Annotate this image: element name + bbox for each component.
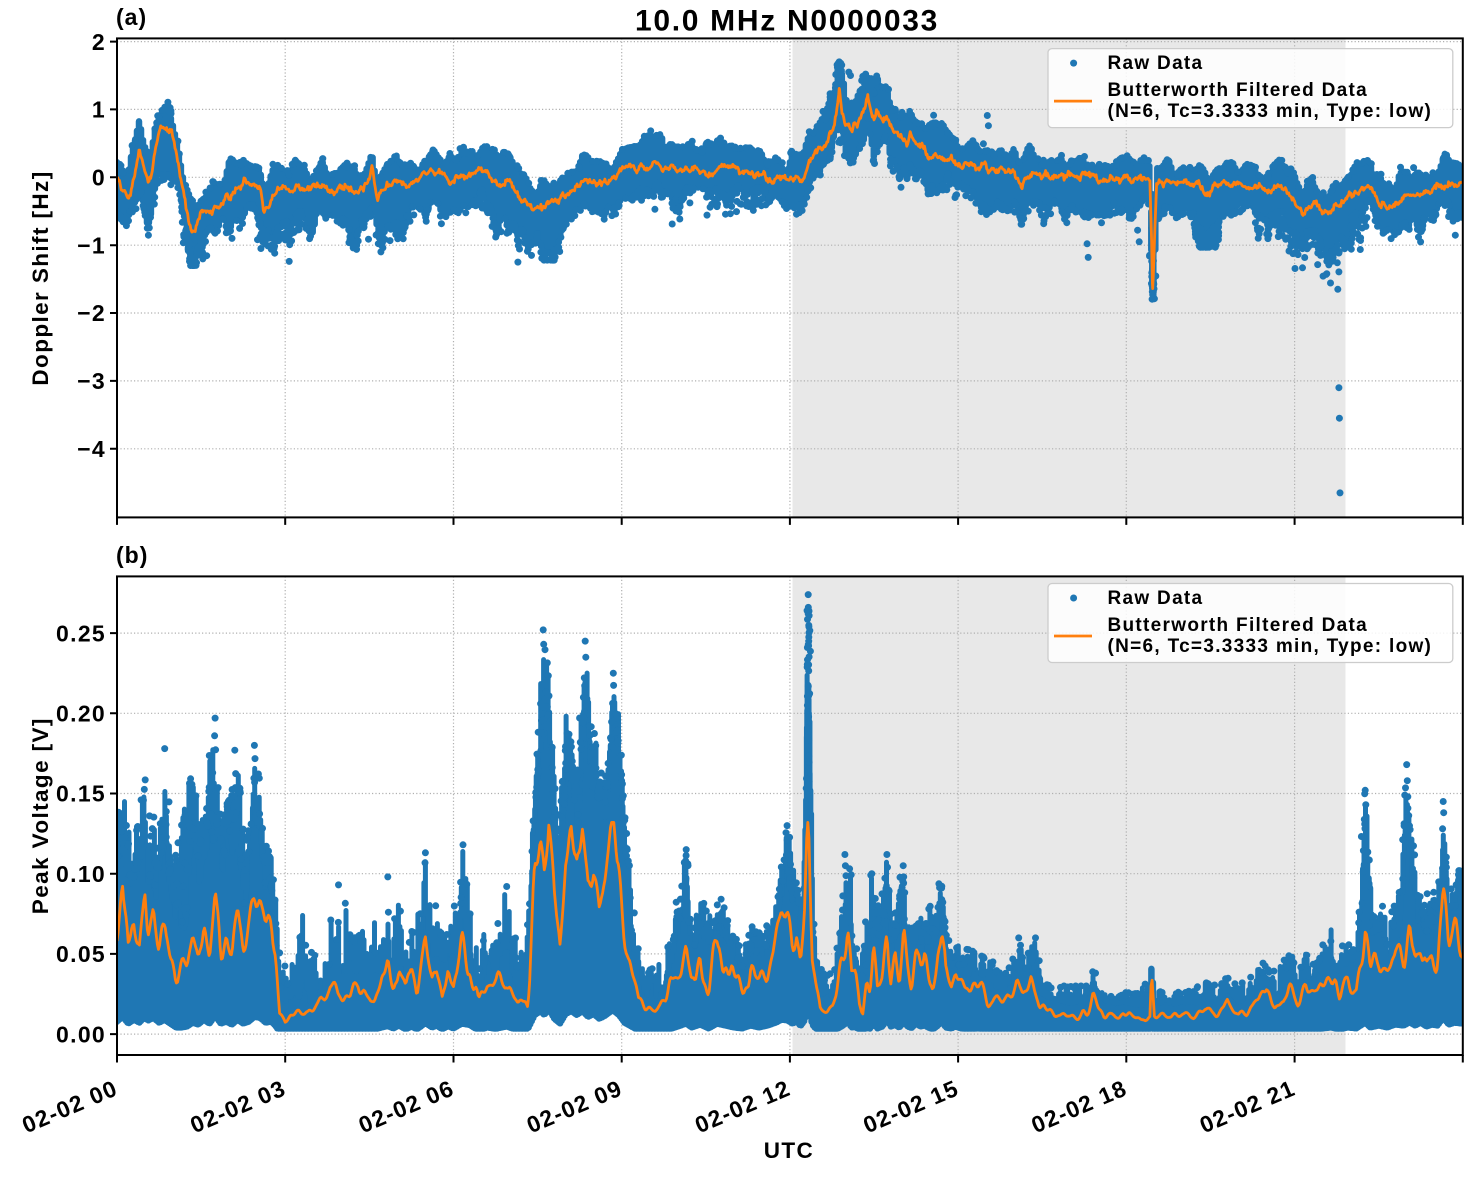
svg-text:(N=6, Tc=3.3333 min, Type: low: (N=6, Tc=3.3333 min, Type: low)	[1108, 101, 1433, 122]
svg-text:−2: −2	[77, 300, 106, 326]
svg-text:(b): (b)	[116, 542, 148, 568]
svg-text:(N=6, Tc=3.3333 min, Type: low: (N=6, Tc=3.3333 min, Type: low)	[1108, 636, 1433, 657]
svg-text:0.05: 0.05	[56, 941, 106, 967]
svg-text:0.20: 0.20	[56, 701, 106, 727]
svg-text:Butterworth Filtered Data: Butterworth Filtered Data	[1108, 80, 1369, 101]
svg-text:Raw Data: Raw Data	[1108, 588, 1204, 609]
svg-text:0.25: 0.25	[56, 620, 106, 646]
svg-text:2: 2	[92, 29, 106, 55]
svg-text:−4: −4	[77, 436, 106, 462]
svg-text:0.00: 0.00	[56, 1021, 106, 1047]
svg-text:Peak Voltage [V]: Peak Voltage [V]	[28, 717, 53, 914]
svg-text:−3: −3	[77, 368, 106, 394]
svg-text:UTC: UTC	[764, 1138, 814, 1163]
svg-text:−1: −1	[77, 232, 106, 258]
svg-text:1: 1	[92, 97, 106, 123]
svg-text:0.15: 0.15	[56, 781, 106, 807]
svg-text:Raw Data: Raw Data	[1108, 53, 1204, 74]
svg-text:10.0 MHz N0000033: 10.0 MHz N0000033	[635, 5, 939, 38]
svg-text:0: 0	[92, 165, 106, 191]
svg-text:(a): (a)	[116, 4, 147, 30]
svg-text:Butterworth Filtered Data: Butterworth Filtered Data	[1108, 615, 1369, 636]
svg-text:Doppler Shift [Hz]: Doppler Shift [Hz]	[28, 170, 53, 385]
svg-text:0.10: 0.10	[56, 861, 106, 887]
